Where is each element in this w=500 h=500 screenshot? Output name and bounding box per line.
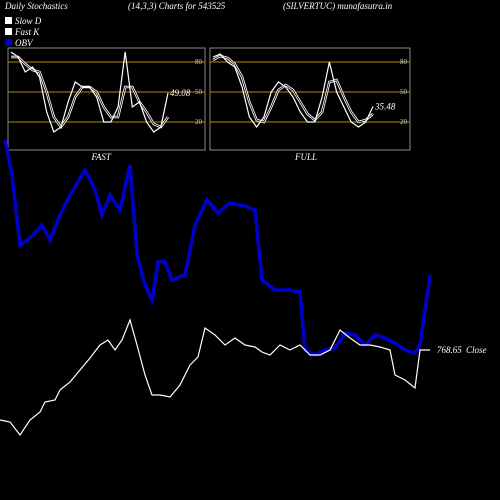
stoch-line xyxy=(212,53,374,129)
legend-swatch xyxy=(5,28,12,35)
y-tick-label: 20 xyxy=(400,118,408,126)
last-label: Close xyxy=(466,345,487,355)
y-tick-label: 50 xyxy=(195,88,203,96)
legend-swatch xyxy=(5,17,12,24)
panel-label: FAST xyxy=(91,152,112,162)
legend-swatch xyxy=(5,39,12,46)
stoch-line-inner xyxy=(212,55,374,123)
last-value: 49.08 xyxy=(170,88,191,98)
last-value: 35.48 xyxy=(374,102,396,112)
title: (14,3,3) Charts for 543525 xyxy=(128,1,226,11)
title: Daily Stochastics xyxy=(4,1,68,11)
y-tick-label: 50 xyxy=(400,88,408,96)
legend-label: Slow D xyxy=(15,16,42,26)
stoch-line xyxy=(10,51,169,133)
last-value: 768.65 xyxy=(437,345,462,355)
title: (SILVERTUC) munafasutra.in xyxy=(283,1,393,11)
panel xyxy=(7,47,206,151)
legend-label: OBV xyxy=(15,38,34,48)
y-tick-label: 80 xyxy=(400,58,408,66)
obv-line xyxy=(3,139,432,357)
panel-label: FULL xyxy=(294,152,317,162)
legend-label: Fast K xyxy=(14,27,40,37)
panel xyxy=(209,47,411,151)
y-tick-label: 80 xyxy=(195,58,203,66)
y-tick-label: 20 xyxy=(195,118,203,126)
close-line xyxy=(0,318,430,437)
